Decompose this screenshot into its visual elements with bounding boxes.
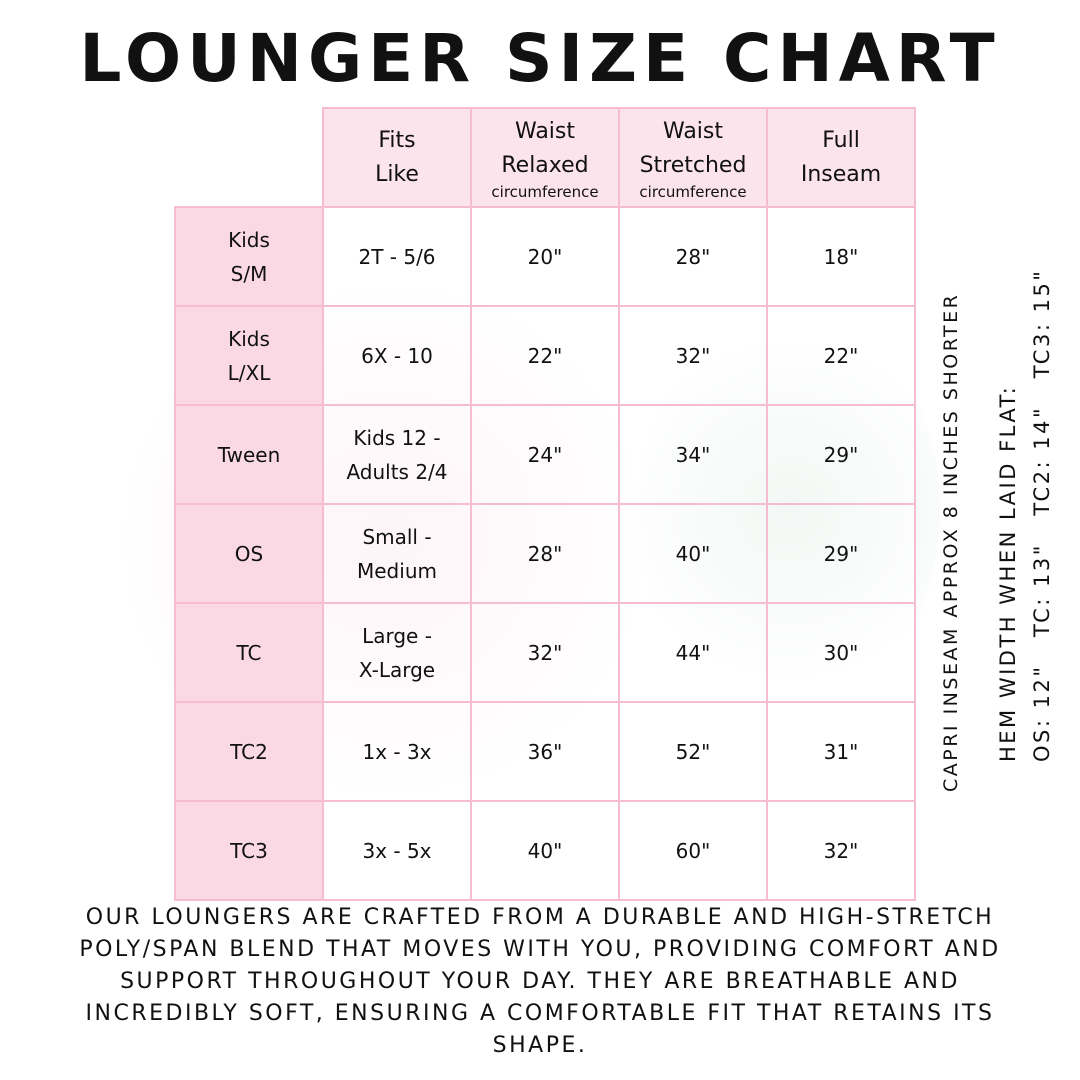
full-inseam-cell: 29" <box>766 503 916 604</box>
table-row: Tween Kids 12 - Adults 2/4 24" 34" 29" <box>174 404 916 505</box>
table-row: TC3 3x - 5x 40" 60" 32" <box>174 800 916 901</box>
full-inseam-cell: 31" <box>766 701 916 802</box>
table-row: TC2 1x - 3x 36" 52" 31" <box>174 701 916 802</box>
fits-like-cell: Large - X-Large <box>322 602 472 703</box>
size-cell: OS <box>174 503 324 604</box>
fits-like-cell: 3x - 5x <box>322 800 472 901</box>
header-label: Waist Relaxed <box>501 118 589 178</box>
full-inseam-cell: 22" <box>766 305 916 406</box>
header-label: Full Inseam <box>800 127 882 187</box>
table-row: Kids L/XL 6X - 10 22" 32" 22" <box>174 305 916 406</box>
column-header: Fits Like <box>322 107 472 208</box>
full-inseam-cell: 18" <box>766 206 916 307</box>
fits-like-cell: 6X - 10 <box>322 305 472 406</box>
fits-like-cell: Small - Medium <box>322 503 472 604</box>
waist-stretched-cell: 28" <box>618 206 768 307</box>
waist-relaxed-cell: 32" <box>470 602 620 703</box>
fits-like-cell: Kids 12 - Adults 2/4 <box>322 404 472 505</box>
waist-relaxed-cell: 36" <box>470 701 620 802</box>
waist-stretched-cell: 34" <box>618 404 768 505</box>
column-header: Full Inseam <box>766 107 916 208</box>
size-cell: Kids L/XL <box>174 305 324 406</box>
waist-relaxed-cell: 40" <box>470 800 620 901</box>
page-title: LOUNGER SIZE CHART <box>79 20 1001 97</box>
header-label: Fits Like <box>375 127 419 187</box>
hem-width-values: OS: 12" TC: 13" TC2: 14" TC3: 15" <box>1030 268 1054 762</box>
size-cell: Tween <box>174 404 324 505</box>
column-header: Waist Relaxed circumference <box>470 107 620 208</box>
size-chart-table: Fits Like Waist Relaxed circumference Waist… <box>174 107 916 901</box>
waist-stretched-cell: 32" <box>618 305 768 406</box>
size-cell: TC2 <box>174 701 324 802</box>
waist-relaxed-cell: 22" <box>470 305 620 406</box>
fits-like-cell: 2T - 5/6 <box>322 206 472 307</box>
full-inseam-cell: 29" <box>766 404 916 505</box>
table-row: TC Large - X-Large 32" 44" 30" <box>174 602 916 703</box>
waist-stretched-cell: 40" <box>618 503 768 604</box>
description-text: Our loungers are crafted from a durable … <box>79 905 1001 1058</box>
column-header: Waist Stretched circumference <box>618 107 768 208</box>
full-inseam-cell: 32" <box>766 800 916 901</box>
waist-relaxed-cell: 24" <box>470 404 620 505</box>
capri-note: CAPRI INSEAM APPROX 8 INCHES SHORTER <box>940 292 962 792</box>
corner-cell <box>175 108 324 208</box>
table-row: OS Small - Medium 28" 40" 29" <box>174 503 916 604</box>
waist-relaxed-cell: 20" <box>470 206 620 307</box>
waist-stretched-cell: 52" <box>618 701 768 802</box>
header-sublabel: circumference <box>491 182 599 201</box>
waist-stretched-cell: 44" <box>618 602 768 703</box>
header-row: Fits Like Waist Relaxed circumference Waist… <box>175 107 916 208</box>
fits-like-cell: 1x - 3x <box>322 701 472 802</box>
size-cell: Kids S/M <box>174 206 324 307</box>
full-inseam-cell: 30" <box>766 602 916 703</box>
header-sublabel: circumference <box>639 182 747 201</box>
size-cell: TC3 <box>174 800 324 901</box>
waist-relaxed-cell: 28" <box>470 503 620 604</box>
size-cell: TC <box>174 602 324 703</box>
header-label: Waist Stretched <box>639 118 747 178</box>
table-row: Kids S/M 2T - 5/6 20" 28" 18" <box>174 206 916 307</box>
hem-width-title: HEM WIDTH WHEN LAID FLAT: <box>996 384 1020 762</box>
waist-stretched-cell: 60" <box>618 800 768 901</box>
